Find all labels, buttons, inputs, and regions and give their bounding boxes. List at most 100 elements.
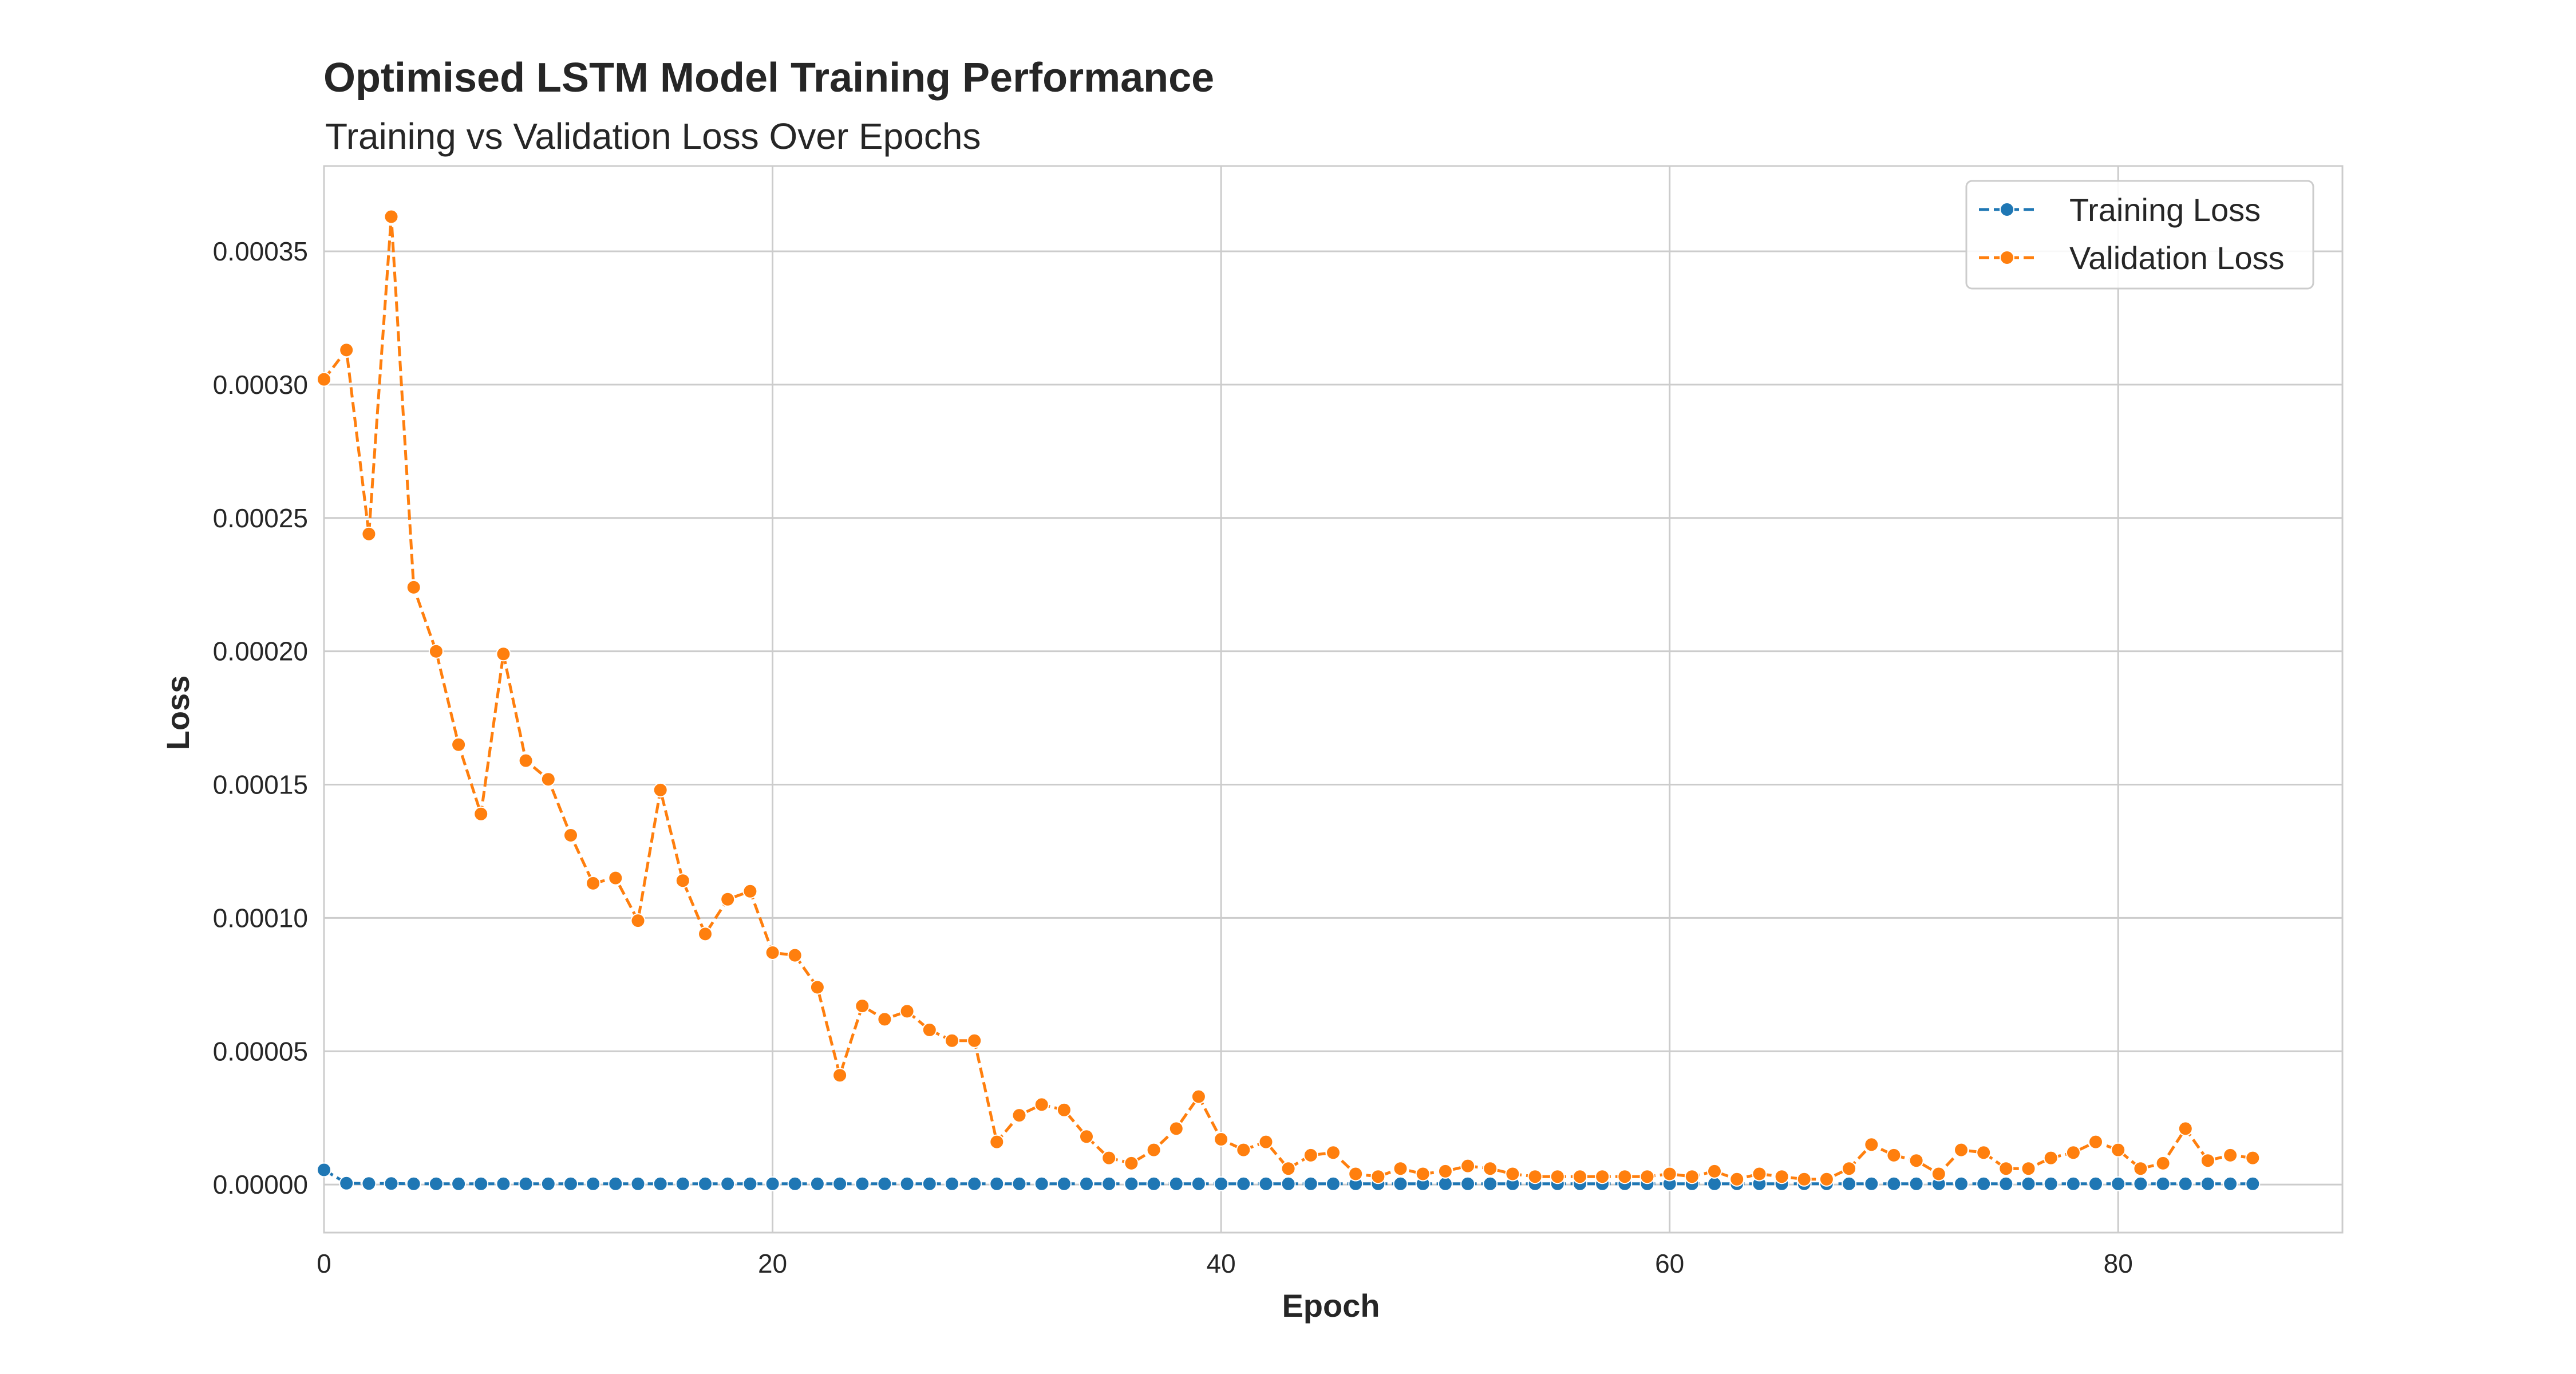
validation-loss-point xyxy=(1101,1150,1117,1166)
training-loss-point xyxy=(540,1176,556,1191)
training-loss-point xyxy=(1483,1176,1498,1191)
training-loss-point xyxy=(1191,1176,1206,1191)
training-loss-point xyxy=(1460,1176,1476,1191)
validation-loss-point xyxy=(540,772,556,787)
validation-loss-point xyxy=(1281,1161,1296,1176)
training-loss-point xyxy=(922,1176,937,1191)
training-loss-point xyxy=(1056,1176,1072,1191)
validation-loss-point xyxy=(1483,1161,1498,1176)
validation-loss-line xyxy=(323,215,2253,1181)
validation-loss-point xyxy=(563,828,578,843)
validation-loss-point xyxy=(1886,1147,1902,1163)
validation-loss-point xyxy=(1617,1169,1633,1185)
training-loss-point xyxy=(496,1176,511,1191)
validation-loss-point xyxy=(406,579,421,595)
validation-loss-point xyxy=(1146,1142,1161,1158)
validation-loss-point xyxy=(1595,1169,1610,1185)
x-tick-label: 80 xyxy=(2104,1249,2133,1278)
training-loss-point xyxy=(1012,1176,1027,1191)
validation-loss-point xyxy=(698,926,713,942)
training-loss-point xyxy=(473,1176,489,1191)
validation-loss-point xyxy=(586,875,601,891)
validation-loss-point xyxy=(1460,1158,1476,1174)
validation-loss-point xyxy=(1998,1161,2014,1176)
validation-loss-point xyxy=(1505,1166,1520,1182)
x-tick-label: 0 xyxy=(317,1249,331,1278)
validation-loss-point xyxy=(1527,1169,1543,1185)
validation-loss-point xyxy=(989,1134,1005,1150)
validation-loss-point xyxy=(2021,1161,2036,1176)
training-loss-point xyxy=(1998,1176,2014,1191)
training-loss-point xyxy=(1326,1176,1341,1191)
validation-loss-point xyxy=(1819,1171,1834,1187)
training-loss-point xyxy=(1886,1176,1902,1191)
training-legend-marker xyxy=(2000,202,2014,217)
training-loss-point xyxy=(1437,1176,1453,1191)
training-loss-point xyxy=(787,1176,803,1191)
training-loss-point xyxy=(967,1176,982,1191)
training-loss-point xyxy=(1236,1176,1251,1191)
training-loss-point xyxy=(1214,1176,1229,1191)
validation-loss-point xyxy=(742,883,758,899)
validation-loss-point xyxy=(1707,1163,1722,1179)
validation-loss-point xyxy=(473,806,489,822)
training-loss-point xyxy=(1034,1176,1049,1191)
plot-frame xyxy=(323,165,2344,1234)
validation-loss-point xyxy=(1864,1137,1879,1152)
training-loss-point xyxy=(2021,1176,2036,1191)
training-loss-point xyxy=(2111,1176,2126,1191)
validation-loss-point xyxy=(2065,1145,2081,1160)
chart-subtitle: Training vs Validation Loss Over Epochs xyxy=(325,116,981,157)
training-legend-label: Training Loss xyxy=(2069,192,2261,228)
training-loss-point xyxy=(2088,1176,2103,1191)
training-loss-point xyxy=(720,1176,736,1191)
validation-loss-point xyxy=(361,526,377,542)
training-loss-point xyxy=(2043,1176,2059,1191)
validation-loss-point xyxy=(967,1033,982,1048)
training-loss-point xyxy=(2133,1176,2148,1191)
validation-loss-point xyxy=(1573,1169,1587,1185)
training-loss-point xyxy=(877,1176,892,1191)
validation-loss-point xyxy=(1056,1102,1072,1118)
training-loss-point xyxy=(630,1176,646,1191)
training-loss-point xyxy=(563,1176,578,1191)
validation-loss-point xyxy=(2223,1147,2238,1163)
validation-loss-point xyxy=(832,1068,848,1083)
x-tick-label: 20 xyxy=(758,1249,787,1278)
validation-loss-point xyxy=(1012,1108,1027,1123)
validation-loss-point xyxy=(1191,1089,1206,1104)
validation-loss-point xyxy=(451,737,467,752)
validation-loss-point xyxy=(899,1004,915,1019)
validation-loss-point xyxy=(2245,1150,2261,1166)
validation-loss-point xyxy=(2133,1161,2148,1176)
validation-loss-point xyxy=(1303,1147,1318,1163)
validation-loss-point xyxy=(1729,1171,1745,1187)
training-loss-point xyxy=(1168,1176,1184,1191)
training-loss-point xyxy=(2178,1176,2193,1191)
training-loss-point xyxy=(518,1176,534,1191)
validation-loss-point xyxy=(1415,1166,1431,1182)
y-axis-label: Loss xyxy=(160,676,196,751)
validation-loss-point xyxy=(1931,1166,1946,1182)
validation-loss-point xyxy=(1326,1145,1341,1160)
validation-loss-point xyxy=(1214,1132,1229,1147)
training-loss-point xyxy=(1393,1176,1408,1191)
training-loss-point xyxy=(608,1176,623,1191)
training-loss-point xyxy=(1101,1176,1117,1191)
training-loss-point xyxy=(1976,1176,1992,1191)
training-loss-point xyxy=(945,1176,959,1191)
validation-loss-point xyxy=(339,342,354,358)
plot-background xyxy=(324,166,2342,1233)
validation-loss-point xyxy=(1370,1169,1386,1185)
validation-legend-marker xyxy=(2000,250,2014,265)
training-loss-point xyxy=(2223,1176,2238,1191)
validation-loss-point xyxy=(1774,1169,1789,1185)
training-loss-point xyxy=(855,1176,870,1191)
validation-loss-point xyxy=(1842,1161,1857,1176)
validation-loss-point xyxy=(1550,1169,1565,1185)
validation-loss-point xyxy=(2111,1142,2126,1158)
validation-loss-point xyxy=(1124,1155,1139,1171)
validation-loss-point xyxy=(518,753,534,768)
training-loss-point xyxy=(989,1176,1005,1191)
training-loss-point xyxy=(698,1176,713,1191)
